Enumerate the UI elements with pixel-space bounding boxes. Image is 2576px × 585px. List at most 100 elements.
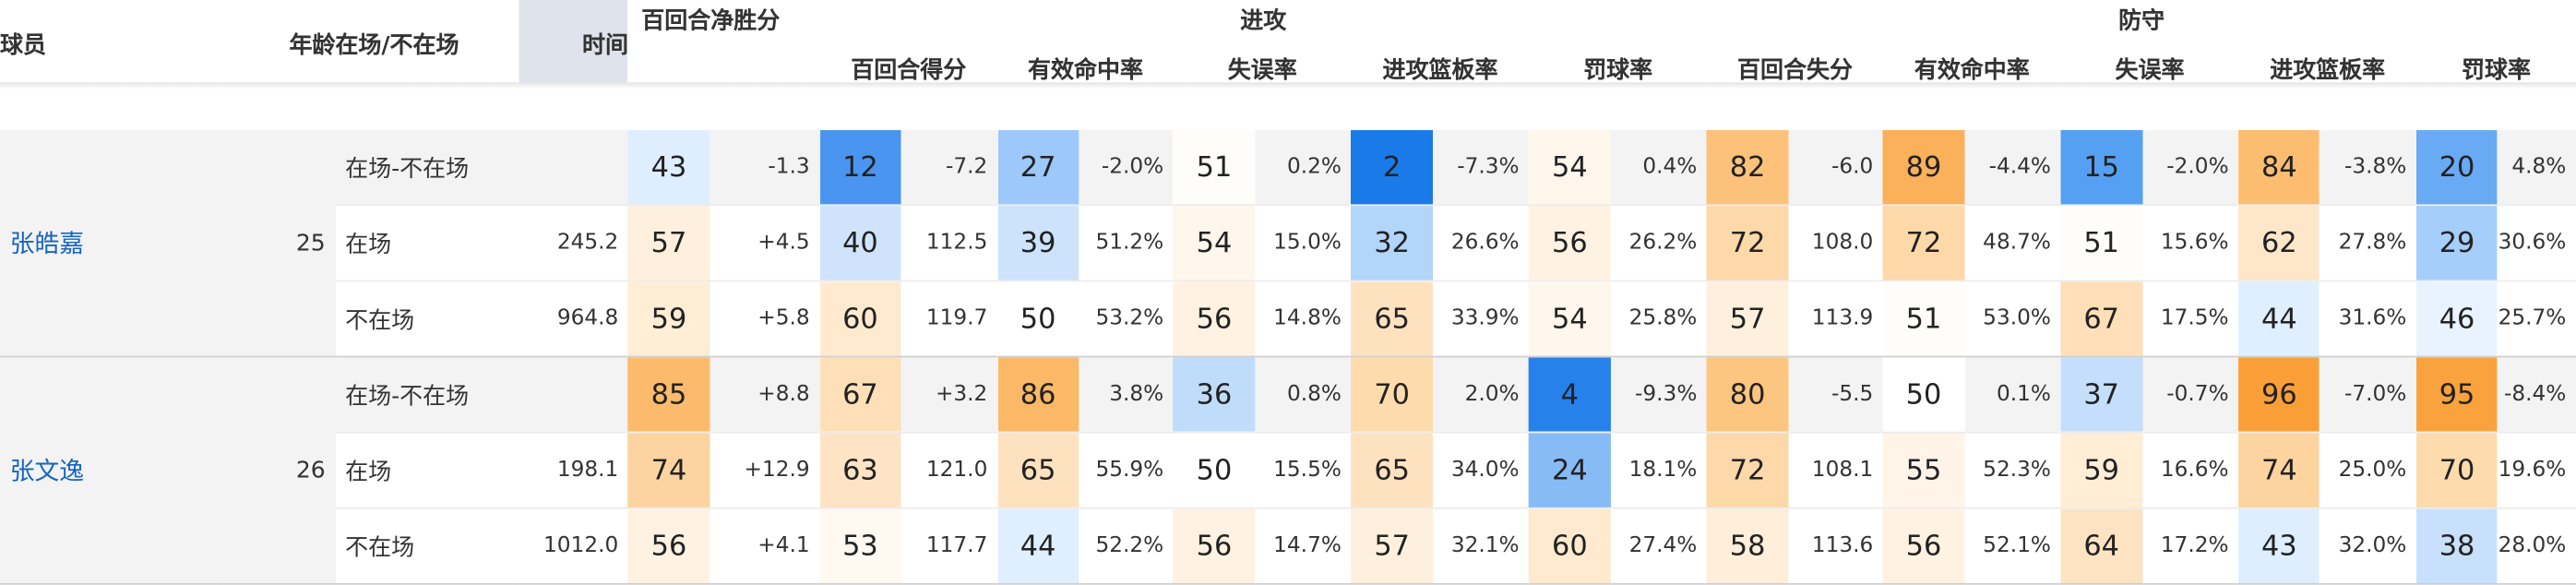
percentile-cell: 54 xyxy=(1529,130,1611,207)
player-name-link[interactable]: 张文逸 xyxy=(0,356,217,585)
status-label: 在场 xyxy=(335,432,519,509)
percentile-cell: 40 xyxy=(819,205,901,282)
stat-value-cell: 34.0% xyxy=(1432,432,1530,509)
percentile-cell: 62 xyxy=(2238,205,2320,282)
stat-value-cell: 0.2% xyxy=(1255,130,1352,207)
stat-value-cell: +3.2 xyxy=(900,356,998,434)
stat-value-cell: 55.9% xyxy=(1079,432,1174,509)
player-age: 26 xyxy=(216,356,336,585)
percentile-cell: 84 xyxy=(2238,130,2320,207)
percentile-cell: 50 xyxy=(997,281,1079,358)
percentile-cell: 57 xyxy=(627,205,710,282)
header-def-orb[interactable]: 进攻篮板率 xyxy=(2238,44,2417,90)
header-off-rating[interactable]: 百回合得分 xyxy=(819,44,998,90)
percentile-cell: 54 xyxy=(1173,205,1256,282)
header-def-tov[interactable]: 失误率 xyxy=(2060,44,2239,90)
percentile-cell: 37 xyxy=(2060,356,2142,434)
percentile-cell: 80 xyxy=(1707,356,1789,434)
stat-value-cell: 108.1 xyxy=(1788,432,1883,509)
stat-value-cell: 25.0% xyxy=(2320,432,2417,509)
percentile-cell: 51 xyxy=(1882,281,1965,358)
stat-value-cell: +5.8 xyxy=(710,281,820,358)
minutes-value xyxy=(518,130,628,207)
stat-value-cell: 53.2% xyxy=(1079,281,1174,358)
header-def-ftr[interactable]: 罚球率 xyxy=(2416,44,2576,90)
minutes-value: 964.8 xyxy=(518,281,628,358)
header-off-ftr[interactable]: 罚球率 xyxy=(1529,44,1708,90)
percentile-cell: 15 xyxy=(2060,130,2142,207)
stat-value-cell: 113.9 xyxy=(1788,281,1883,358)
percentile-cell: 4 xyxy=(1529,356,1611,434)
percentile-cell: 50 xyxy=(1882,356,1965,434)
table-row: 在场 245.2 57 +4.5 40 112.5 39 51.2% 54 15.0% 32 26.6… xyxy=(0,205,2576,282)
stat-value-cell: 26.2% xyxy=(1610,205,1708,282)
header-age[interactable]: 年龄 xyxy=(216,0,336,90)
stat-value-cell: 15.6% xyxy=(2141,205,2239,282)
header-time[interactable]: 时间 xyxy=(518,0,628,90)
minutes-value xyxy=(518,356,628,434)
stat-value-cell: -7.0% xyxy=(2320,356,2417,434)
stat-value-cell: -9.3% xyxy=(1610,356,1708,434)
header-gap xyxy=(0,89,2576,131)
header-off-tov[interactable]: 失误率 xyxy=(1173,44,1352,90)
percentile-cell: 59 xyxy=(2060,432,2142,509)
percentile-cell: 55 xyxy=(1882,432,1965,509)
table-row: 张文逸 26 在场-不在场 85 +8.8 67 +3.2 86 3.8% 36 0.8% 70 2.0… xyxy=(0,356,2576,585)
stat-value-cell: +8.8 xyxy=(710,356,820,434)
stat-value-cell: -2.0% xyxy=(1079,130,1174,207)
stat-value-cell: 15.5% xyxy=(1255,432,1352,509)
header-def-efg[interactable]: 有效命中率 xyxy=(1882,44,2061,90)
percentile-cell: 2 xyxy=(1351,130,1433,207)
player-age: 25 xyxy=(216,130,336,358)
percentile-cell: 20 xyxy=(2416,130,2498,207)
percentile-cell: 39 xyxy=(997,205,1079,282)
percentile-cell: 24 xyxy=(1529,432,1611,509)
header-net-rating-spacer xyxy=(627,44,820,90)
header-status[interactable]: 在场/不在场 xyxy=(335,0,519,90)
percentile-cell: 63 xyxy=(819,432,901,509)
header-off-orb[interactable]: 进攻篮板率 xyxy=(1351,44,1530,90)
status-label: 在场 xyxy=(335,205,519,282)
percentile-cell: 67 xyxy=(819,356,901,434)
stat-value-cell: 30.6% xyxy=(2498,205,2576,282)
stat-value-cell: 16.6% xyxy=(2141,432,2239,509)
percentile-cell: 72 xyxy=(1882,205,1965,282)
stat-value-cell: 52.3% xyxy=(1964,432,2061,509)
stat-value-cell: 25.8% xyxy=(1610,281,1708,358)
percentile-cell: 65 xyxy=(997,432,1079,509)
percentile-cell: 67 xyxy=(2060,281,2142,358)
stat-value-cell: 48.7% xyxy=(1964,205,2061,282)
stat-value-cell: 108.0 xyxy=(1788,205,1883,282)
percentile-cell: 57 xyxy=(1707,281,1789,358)
stat-value-cell: 0.4% xyxy=(1610,130,1708,207)
player-name-link[interactable]: 张皓嘉 xyxy=(0,130,217,358)
stat-value-cell: 27.8% xyxy=(2320,205,2417,282)
percentile-cell: 54 xyxy=(1529,281,1611,358)
stat-value-cell: 112.5 xyxy=(900,205,998,282)
header-def-rating[interactable]: 百回合失分 xyxy=(1707,44,1883,90)
header-net-rating[interactable]: 百回合净胜分 xyxy=(627,0,820,45)
minutes-value: 198.1 xyxy=(518,432,628,509)
stat-value-cell: 19.6% xyxy=(2498,432,2576,509)
stat-value-cell: -8.4% xyxy=(2498,356,2576,434)
percentile-cell: 72 xyxy=(1707,205,1789,282)
header-defense-group: 防守 xyxy=(1707,0,2576,45)
header-shadow xyxy=(0,82,2576,90)
percentile-cell: 51 xyxy=(1173,130,1256,207)
percentile-cell: 74 xyxy=(2238,432,2320,509)
percentile-cell: 74 xyxy=(627,432,710,509)
percentile-cell: 72 xyxy=(1707,432,1789,509)
header-off-efg[interactable]: 有效命中率 xyxy=(997,44,1174,90)
percentile-cell: 60 xyxy=(819,281,901,358)
percentile-cell: 27 xyxy=(997,130,1079,207)
percentile-cell: 43 xyxy=(627,130,710,207)
header-player[interactable]: 球员 xyxy=(0,0,217,90)
stat-value-cell: 119.7 xyxy=(900,281,998,358)
stat-value-cell: 51.2% xyxy=(1079,205,1174,282)
stat-value-cell: 15.0% xyxy=(1255,205,1352,282)
table-row: 不在场 964.8 59 +5.8 60 119.7 50 53.2% 56 14.8% 65 33.… xyxy=(0,281,2576,358)
stat-value-cell: -4.4% xyxy=(1964,130,2061,207)
percentile-cell: 65 xyxy=(1351,432,1433,509)
minutes-value: 245.2 xyxy=(518,205,628,282)
